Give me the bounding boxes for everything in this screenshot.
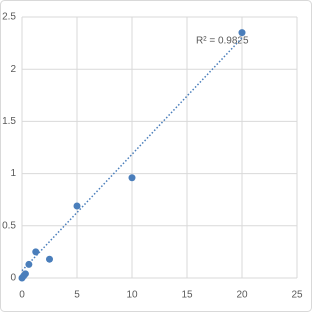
- y-tick-label: 1.5: [2, 116, 16, 127]
- data-point: [32, 248, 40, 256]
- data-point: [46, 255, 53, 263]
- y-tick-label: 2.5: [2, 12, 16, 23]
- x-tick-label: 10: [126, 290, 138, 301]
- x-tick-label: 20: [236, 290, 248, 301]
- y-tick-label: 0: [10, 273, 16, 284]
- data-point: [238, 29, 246, 37]
- y-tick-label: 2: [10, 64, 16, 75]
- r-squared-annotation: R² = 0.9825: [196, 36, 249, 47]
- data-point: [21, 270, 29, 278]
- chart: R² = 0.9825 0 0.5 1 1.5 2 2.5 0 5 10 15 20 25: [0, 0, 312, 312]
- data-point: [73, 202, 81, 210]
- trendline: [21, 37, 243, 272]
- data-point: [25, 260, 33, 268]
- y-tick-label: 1: [10, 168, 16, 179]
- x-tick-label: 0: [19, 290, 25, 301]
- chart-frame: [0, 0, 312, 312]
- data-point: [128, 174, 136, 182]
- x-tick-label: 5: [74, 290, 80, 301]
- x-tick-label: 25: [291, 290, 303, 301]
- y-tick-label: 0.5: [2, 220, 16, 231]
- x-tick-label: 15: [181, 290, 193, 301]
